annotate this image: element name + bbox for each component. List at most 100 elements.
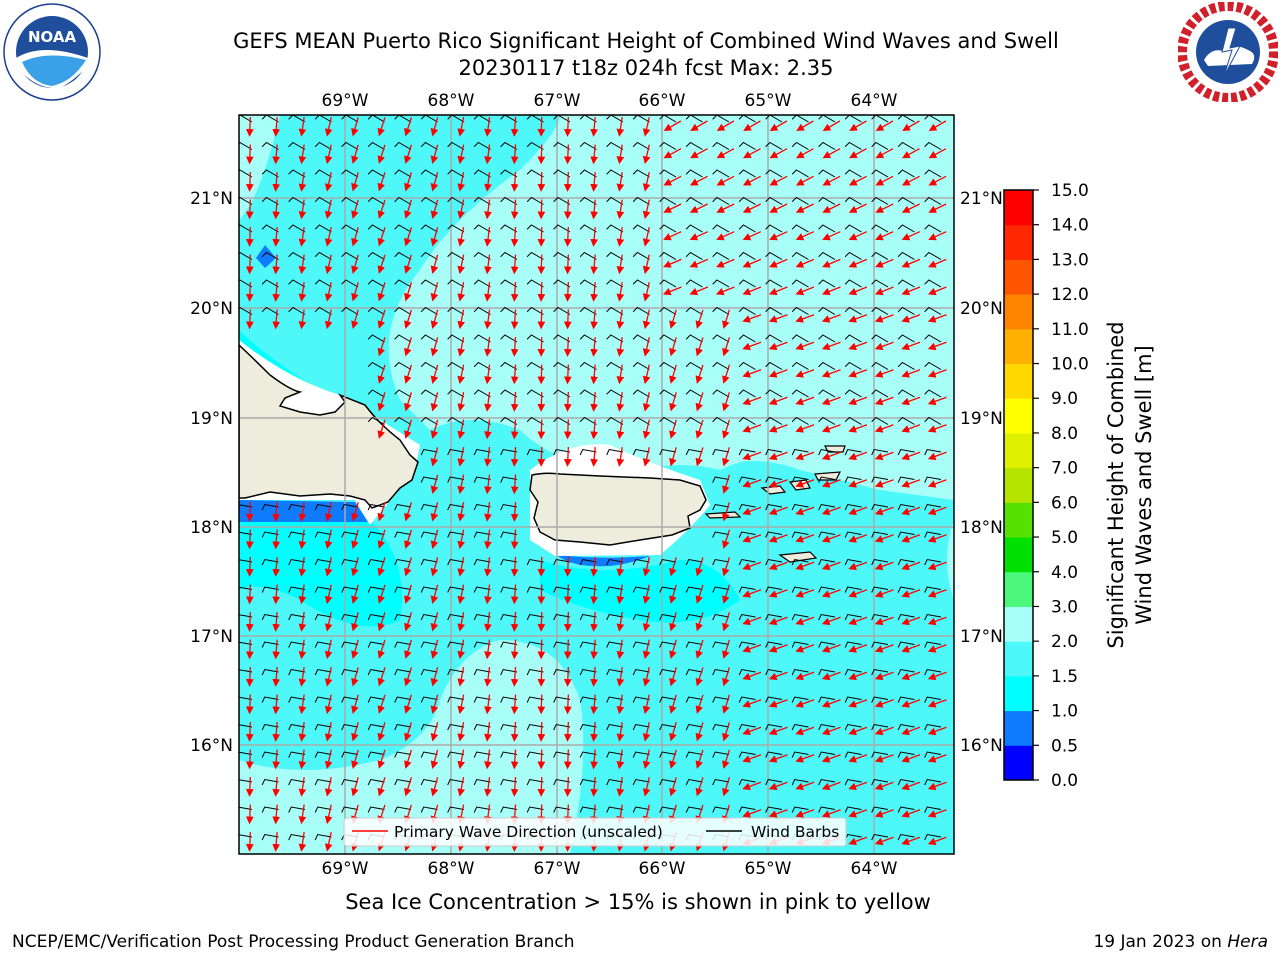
- wave-direction-arrow: [742, 451, 762, 461]
- wave-direction-arrow: [901, 258, 921, 268]
- wind-barb: [288, 141, 306, 150]
- wind-barb: [738, 751, 756, 758]
- wave-direction-arrow: [722, 612, 731, 632]
- wave-direction-arrow: [796, 120, 814, 131]
- wave-direction-arrow: [821, 369, 841, 378]
- lat-label: 18°N: [960, 518, 1003, 538]
- wave-direction-arrow: [298, 804, 307, 825]
- wind-barb: [659, 306, 677, 315]
- wind-barb: [791, 641, 809, 648]
- wave-direction-arrow: [430, 694, 439, 714]
- wave-direction-arrow: [430, 474, 439, 494]
- wind-barb: [261, 504, 279, 511]
- wave-direction-arrow: [377, 117, 386, 137]
- wind-barb: [791, 361, 809, 370]
- noaa-logo-icon: NOAA: [3, 3, 101, 101]
- wind-barb: [791, 724, 809, 731]
- colorbar-segment: [1004, 190, 1033, 226]
- wave-direction-arrow: [457, 199, 466, 220]
- colorbar: 0.0 0.5 1.0 1.5 2.0 3.0 4.0 5.0 6.0 7.0 8.0 9.0 10.0…: [1003, 181, 1089, 791]
- wind-barb: [239, 696, 253, 700]
- wave-direction-arrow: [874, 809, 894, 818]
- wave-direction-arrow: [821, 561, 841, 571]
- wind-barb: [420, 251, 438, 260]
- wind-barb: [924, 669, 942, 676]
- colorbar-tick-label: 3.0: [1051, 597, 1078, 617]
- wind-barb: [447, 559, 465, 566]
- wave-direction-arrow: [768, 369, 788, 378]
- wind-barb: [314, 641, 332, 648]
- wave-direction-arrow: [324, 694, 333, 715]
- wave-direction-arrow: [616, 419, 625, 440]
- wind-barb: [791, 416, 809, 425]
- wave-direction-arrow: [324, 777, 333, 797]
- wave-direction-arrow: [616, 391, 625, 412]
- wave-direction-arrow: [377, 419, 386, 439]
- wave-direction-arrow: [616, 254, 625, 275]
- wind-barb: [632, 306, 650, 315]
- wind-barb: [526, 361, 544, 370]
- wind-barb: [871, 196, 889, 205]
- wave-direction-arrow: [821, 341, 841, 351]
- colorbar-tick-label: 1.5: [1051, 667, 1078, 687]
- wind-barb: [394, 334, 412, 343]
- wave-direction-arrow: [848, 534, 868, 543]
- wave-direction-arrow: [484, 419, 492, 440]
- wind-barb: [420, 641, 438, 648]
- wind-barb: [394, 779, 412, 786]
- wave-direction-arrow: [510, 721, 519, 742]
- wave-direction-arrow: [795, 616, 815, 626]
- wind-barb: [871, 834, 889, 841]
- wind-barb: [738, 696, 756, 703]
- wave-direction-arrow: [769, 148, 788, 159]
- wind-barb: [632, 115, 650, 123]
- wind-barb: [314, 559, 332, 566]
- wind-barb: [341, 504, 359, 511]
- wave-direction-arrow: [901, 699, 921, 708]
- wave-direction-arrow: [510, 254, 519, 275]
- wave-direction-arrow: [245, 254, 254, 275]
- wind-barb: [447, 416, 465, 425]
- wind-barb: [791, 449, 809, 456]
- wave-direction-arrow: [377, 144, 386, 164]
- wind-barb: [685, 416, 703, 425]
- wind-barb: [765, 334, 783, 343]
- wind-barb: [685, 334, 703, 343]
- wind-barb: [738, 449, 756, 456]
- wind-barb: [924, 559, 942, 566]
- wave-direction-arrow: [928, 120, 947, 131]
- wind-barb: [765, 751, 783, 758]
- wave-direction-arrow: [563, 556, 572, 577]
- wind-barb: [261, 696, 279, 703]
- wind-barb: [818, 641, 836, 648]
- wind-barb: [526, 559, 544, 566]
- wave-direction-arrow: [351, 584, 359, 604]
- wave-direction-arrow: [590, 666, 599, 687]
- wind-barb: [447, 389, 465, 398]
- wave-direction-arrow: [590, 116, 599, 137]
- wave-direction-arrow: [689, 175, 708, 186]
- wind-barb: [341, 141, 359, 150]
- wind-barb: [553, 779, 571, 786]
- wave-direction-arrow: [324, 502, 333, 522]
- wave-direction-arrow: [795, 424, 815, 433]
- wave-direction-arrow: [351, 309, 359, 329]
- wave-direction-arrow: [927, 836, 947, 846]
- map-legend: Primary Wave Direction (unscaled) Wind B…: [343, 817, 847, 847]
- wind-barb: [288, 306, 306, 315]
- wave-direction-arrow: [715, 286, 735, 296]
- wind-barb: [553, 389, 571, 398]
- wave-direction-arrow: [642, 584, 651, 605]
- wave-direction-arrow: [298, 611, 307, 632]
- wave-direction-arrow: [795, 809, 815, 818]
- wave-direction-arrow: [245, 831, 254, 852]
- wind-barb: [579, 586, 597, 593]
- wave-direction-arrow: [875, 120, 894, 131]
- wind-barb: [579, 806, 597, 813]
- wind-barb: [791, 806, 809, 813]
- wind-barb: [897, 169, 915, 178]
- wave-direction-arrow: [795, 479, 815, 488]
- wave-direction-arrow: [324, 172, 333, 192]
- wind-barb: [606, 559, 624, 566]
- wave-direction-arrow: [404, 419, 413, 439]
